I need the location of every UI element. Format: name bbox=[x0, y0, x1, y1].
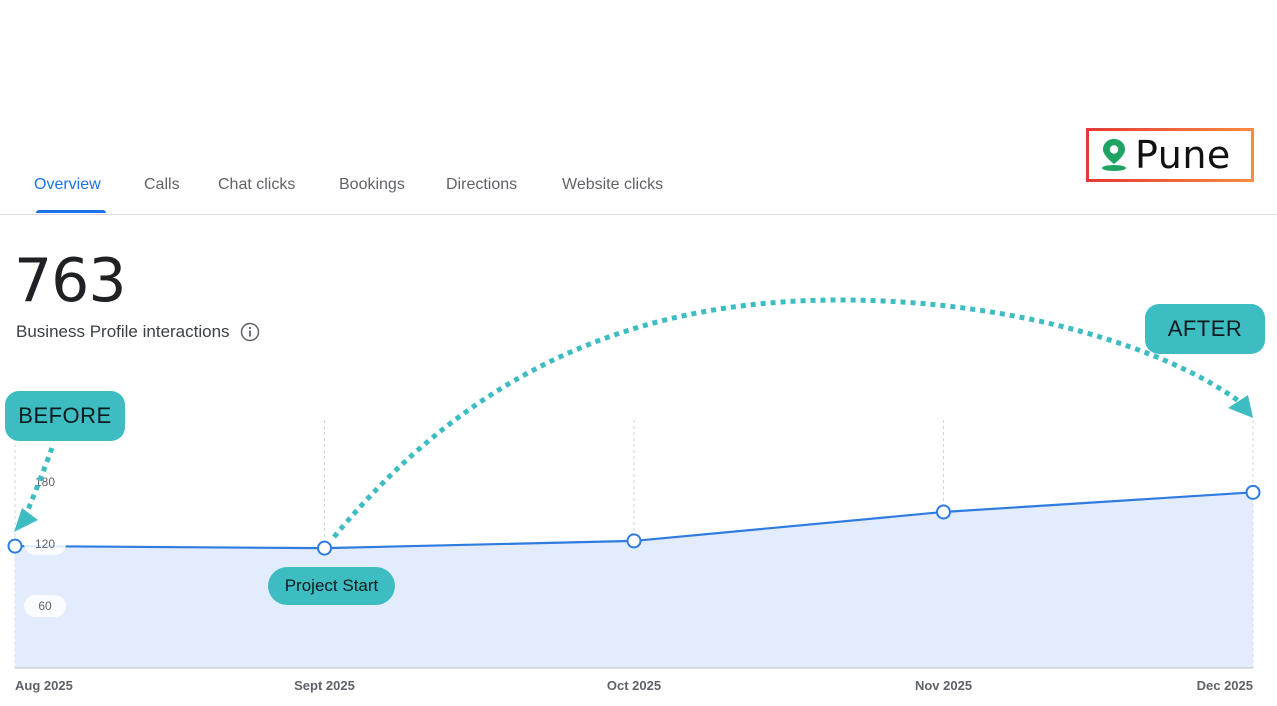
y-tick-bg-60 bbox=[24, 595, 66, 617]
tab-bookings[interactable]: Bookings bbox=[339, 176, 405, 193]
x-tick-label-3: Nov 2025 bbox=[915, 678, 972, 693]
growth-arrowhead bbox=[1228, 395, 1253, 418]
location-badge: Pune bbox=[1086, 128, 1254, 182]
tab-overview[interactable]: Overview bbox=[34, 176, 101, 193]
y-tick-label-60: 60 bbox=[38, 599, 52, 613]
tab-bar: Overview Calls Chat clicks Bookings Dire… bbox=[0, 168, 1277, 215]
y-tick-bg-120 bbox=[24, 533, 66, 555]
x-tick-label-0: Aug 2025 bbox=[15, 678, 73, 693]
data-point-3[interactable] bbox=[936, 504, 951, 520]
data-point-2[interactable] bbox=[626, 533, 642, 549]
map-pin-icon bbox=[1102, 139, 1126, 171]
growth-arrow bbox=[332, 297, 1242, 539]
project-start-label: Project Start bbox=[268, 567, 395, 605]
metric-value: 763 bbox=[14, 246, 127, 316]
tab-chat-clicks[interactable]: Chat clicks bbox=[218, 176, 296, 193]
series-area bbox=[15, 492, 1253, 668]
metric-label-text: Business Profile interactions bbox=[16, 322, 230, 341]
active-tab-indicator bbox=[36, 210, 106, 213]
x-tick-label-4: Dec 2025 bbox=[1197, 678, 1253, 693]
after-label: AFTER bbox=[1145, 304, 1265, 354]
info-icon[interactable] bbox=[240, 322, 260, 342]
tab-website-clicks[interactable]: Website clicks bbox=[562, 176, 664, 193]
data-point-4[interactable] bbox=[1245, 484, 1261, 500]
x-tick-label-2: Oct 2025 bbox=[607, 678, 661, 693]
location-name: Pune bbox=[1135, 133, 1231, 177]
tab-directions[interactable]: Directions bbox=[446, 176, 518, 193]
before-arrowhead bbox=[14, 508, 38, 532]
data-point-1[interactable] bbox=[317, 540, 332, 556]
metric-label: Business Profile interactions bbox=[16, 322, 260, 342]
data-point-0[interactable] bbox=[7, 538, 23, 554]
x-tick-label-1: Sept 2025 bbox=[294, 678, 355, 693]
before-label: BEFORE bbox=[5, 391, 125, 441]
tab-calls[interactable]: Calls bbox=[144, 176, 180, 193]
y-tick-label-120: 120 bbox=[35, 537, 55, 551]
